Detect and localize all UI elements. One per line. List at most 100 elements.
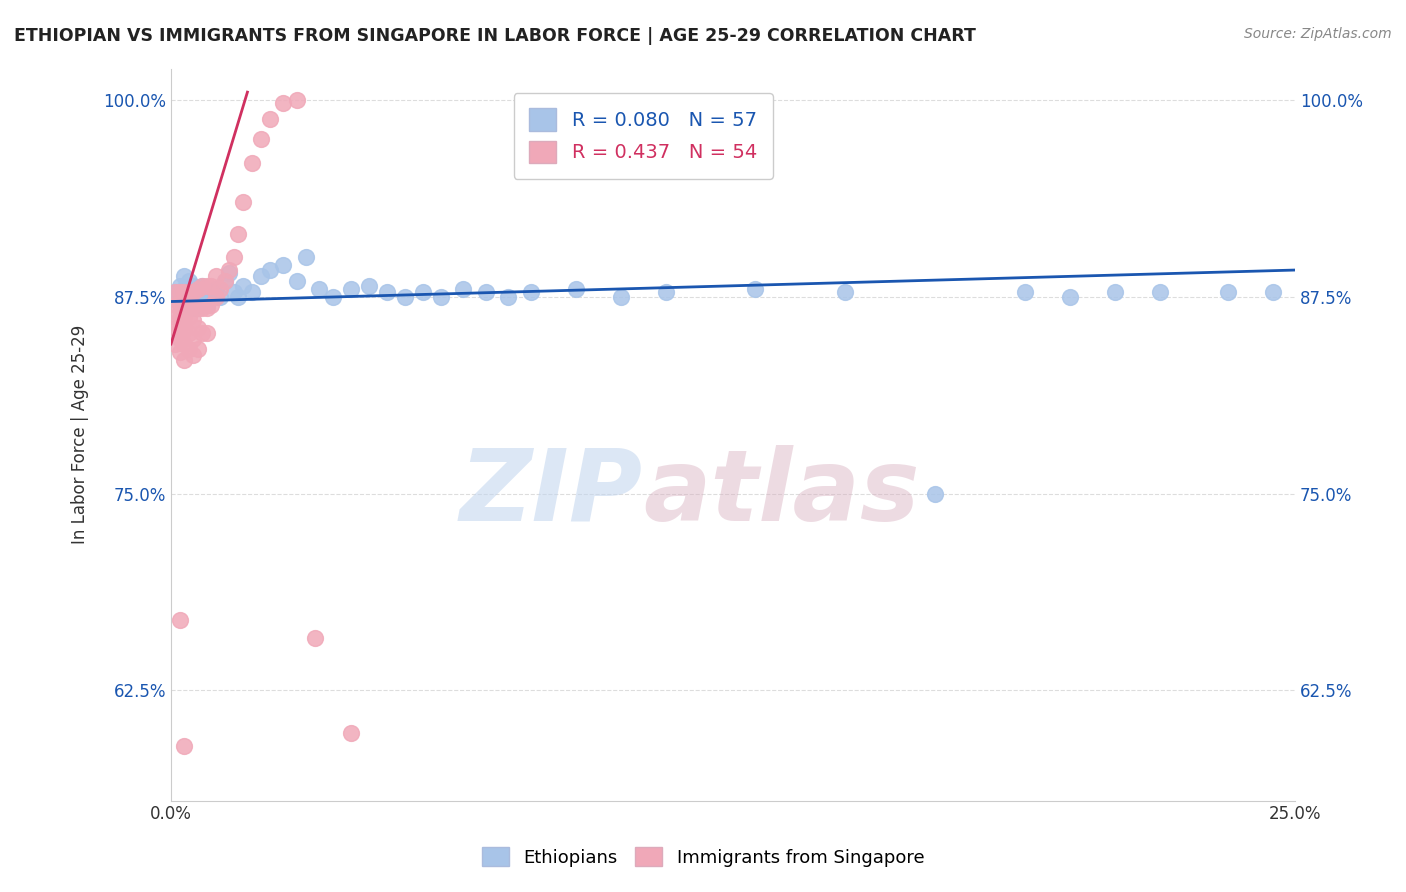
- Point: [173, 269, 195, 284]
- Point: [375, 285, 398, 299]
- Point: [209, 282, 232, 296]
- Point: [222, 251, 245, 265]
- Point: [195, 278, 218, 293]
- Point: [285, 274, 308, 288]
- Point: [169, 332, 191, 346]
- Point: [187, 342, 209, 356]
- Point: [173, 294, 195, 309]
- Legend: Ethiopians, Immigrants from Singapore: Ethiopians, Immigrants from Singapore: [474, 840, 932, 874]
- Text: ZIP: ZIP: [460, 444, 643, 541]
- Point: [195, 298, 218, 312]
- Point: [169, 278, 191, 293]
- Y-axis label: In Labor Force | Age 25-29: In Labor Force | Age 25-29: [72, 325, 89, 544]
- Point: [222, 285, 245, 299]
- Point: [177, 326, 200, 340]
- Point: [1104, 285, 1126, 299]
- Point: [173, 739, 195, 753]
- Point: [232, 195, 254, 210]
- Point: [183, 313, 205, 327]
- Point: [1216, 285, 1239, 299]
- Point: [177, 298, 200, 312]
- Point: [285, 93, 308, 107]
- Point: [1149, 285, 1171, 299]
- Point: [200, 278, 222, 293]
- Point: [1014, 285, 1036, 299]
- Point: [169, 285, 191, 299]
- Point: [169, 310, 191, 325]
- Point: [173, 310, 195, 325]
- Point: [205, 282, 228, 296]
- Point: [183, 298, 205, 312]
- Point: [228, 290, 250, 304]
- Point: [273, 258, 295, 272]
- Point: [564, 282, 586, 296]
- Point: [165, 321, 187, 335]
- Point: [173, 298, 195, 312]
- Point: [209, 290, 232, 304]
- Point: [394, 290, 416, 304]
- Point: [195, 301, 218, 315]
- Point: [169, 345, 191, 359]
- Point: [173, 282, 195, 296]
- Point: [474, 285, 496, 299]
- Point: [357, 278, 380, 293]
- Legend: R = 0.080   N = 57, R = 0.437   N = 54: R = 0.080 N = 57, R = 0.437 N = 54: [513, 93, 773, 178]
- Point: [609, 290, 631, 304]
- Point: [177, 274, 200, 288]
- Point: [250, 269, 273, 284]
- Point: [429, 290, 451, 304]
- Point: [214, 274, 236, 288]
- Point: [496, 290, 519, 304]
- Point: [183, 290, 205, 304]
- Point: [1261, 285, 1284, 299]
- Point: [183, 348, 205, 362]
- Point: [744, 282, 766, 296]
- Point: [412, 285, 434, 299]
- Point: [169, 298, 191, 312]
- Point: [177, 342, 200, 356]
- Point: [165, 285, 187, 299]
- Point: [519, 285, 541, 299]
- Point: [654, 285, 676, 299]
- Point: [218, 263, 240, 277]
- Point: [308, 282, 330, 296]
- Point: [250, 132, 273, 146]
- Point: [187, 282, 209, 296]
- Point: [177, 285, 200, 299]
- Point: [340, 282, 363, 296]
- Point: [834, 285, 856, 299]
- Point: [191, 301, 214, 315]
- Point: [165, 337, 187, 351]
- Point: [169, 290, 191, 304]
- Point: [187, 321, 209, 335]
- Point: [187, 282, 209, 296]
- Point: [191, 326, 214, 340]
- Point: [177, 298, 200, 312]
- Point: [924, 486, 946, 500]
- Point: [200, 298, 222, 312]
- Point: [205, 290, 228, 304]
- Point: [183, 278, 205, 293]
- Point: [173, 352, 195, 367]
- Point: [187, 290, 209, 304]
- Point: [218, 266, 240, 280]
- Point: [200, 290, 222, 304]
- Point: [165, 285, 187, 299]
- Point: [173, 285, 195, 299]
- Point: [173, 323, 195, 337]
- Point: [187, 301, 209, 315]
- Point: [295, 251, 318, 265]
- Point: [169, 613, 191, 627]
- Point: [228, 227, 250, 241]
- Point: [240, 285, 263, 299]
- Point: [165, 310, 187, 325]
- Point: [169, 321, 191, 335]
- Text: atlas: atlas: [643, 444, 920, 541]
- Point: [259, 263, 281, 277]
- Point: [340, 726, 363, 740]
- Point: [322, 290, 344, 304]
- Point: [183, 332, 205, 346]
- Point: [240, 156, 263, 170]
- Point: [214, 274, 236, 288]
- Point: [232, 278, 254, 293]
